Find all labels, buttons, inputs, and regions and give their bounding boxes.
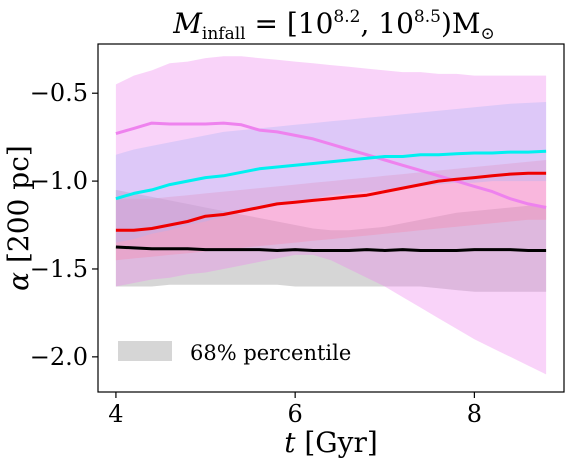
x-tick-label-2: 8 (467, 400, 482, 428)
title-sep: , 10 (360, 7, 413, 40)
percentile-bands (115, 56, 547, 375)
x-axis: 4 6 8 (108, 392, 482, 428)
y-tick-label-3: −0.5 (30, 79, 88, 107)
title-exp1: 8.2 (333, 7, 360, 27)
y-axis-label-unit: [200 pc] (2, 145, 35, 272)
x-axis-label-var: t (284, 426, 296, 459)
series-line-2 (115, 171, 547, 232)
band-2 (115, 160, 547, 261)
band-1 (115, 102, 547, 243)
y-axis-label-var: α (2, 272, 35, 291)
x-axis-label: t [Gyr] (284, 426, 378, 459)
series-line-1 (115, 149, 547, 201)
y-tick-label-2: −1.0 (30, 167, 88, 195)
y-axis-label: α [200 pc] (2, 145, 35, 291)
x-axis-label-unit: [Gyr] (295, 426, 377, 459)
y-tick-label-0: −2.0 (30, 343, 88, 371)
series-line-0 (115, 121, 547, 209)
y-tick-label-1: −1.5 (30, 255, 88, 283)
y-axis: −2.0 −1.5 −1.0 −0.5 (30, 79, 98, 371)
series-line-3 (115, 245, 547, 252)
legend-label: 68% percentile (190, 341, 351, 365)
title-close: )M (441, 7, 481, 40)
x-tick-label-1: 6 (288, 400, 303, 428)
title-var: M (172, 7, 203, 40)
band-0 (115, 56, 547, 375)
title-sun: ⊙ (481, 24, 495, 44)
x-tick-label-0: 4 (108, 400, 123, 428)
title-eq: = [10 (246, 7, 334, 40)
series-lines (115, 121, 547, 252)
legend-swatch (118, 341, 172, 361)
title-exp2: 8.5 (414, 7, 441, 27)
svg-text:Minfall = [108.2, 108.5)M⊙: Minfall = [108.2, 108.5)M⊙ (172, 7, 495, 44)
title: Minfall = [108.2, 108.5)M⊙ (172, 7, 495, 44)
plot-frame (97, 43, 565, 393)
title-subscript: infall (202, 24, 246, 44)
legend: 68% percentile (118, 341, 351, 365)
